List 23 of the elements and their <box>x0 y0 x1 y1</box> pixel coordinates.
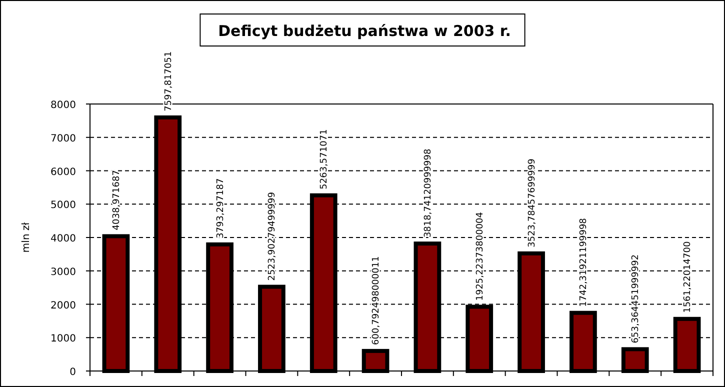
y-tick-label: 6000 <box>50 166 76 178</box>
data-label: 3818,74120999998 <box>423 148 434 238</box>
chart-title: Deficyt budżetu państwa w 2003 r. <box>218 22 511 40</box>
data-label: 7597,817051 <box>164 51 174 112</box>
y-tick-label: 4000 <box>50 234 76 244</box>
y-tick-label: 0 <box>70 367 76 378</box>
y-tick-label: 7000 <box>50 133 76 144</box>
data-label: 1742,31921199998 <box>579 218 590 307</box>
y-tick-label: 2000 <box>50 300 76 312</box>
y-tick-label: 1000 <box>50 334 76 345</box>
data-label: 600,792498000011 <box>372 256 382 345</box>
y-tick-label: 5000 <box>50 200 76 212</box>
data-label: 4038,971687 <box>112 170 122 230</box>
y-tick-label: 3000 <box>50 266 76 278</box>
data-label: 5263,571071 <box>320 129 330 190</box>
data-label: 1925,22373800004 <box>475 212 486 301</box>
data-label: 653,364451999992 <box>631 254 642 344</box>
data-label: 3793,297187 <box>216 178 226 238</box>
data-label: 2523,90279499999 <box>268 192 278 281</box>
data-label: 1561,22014700 <box>683 241 694 313</box>
data-label: 3523,78457699999 <box>527 158 538 248</box>
y-tick-label: 8000 <box>50 100 76 111</box>
y-axis-title: mln zł <box>21 222 32 253</box>
